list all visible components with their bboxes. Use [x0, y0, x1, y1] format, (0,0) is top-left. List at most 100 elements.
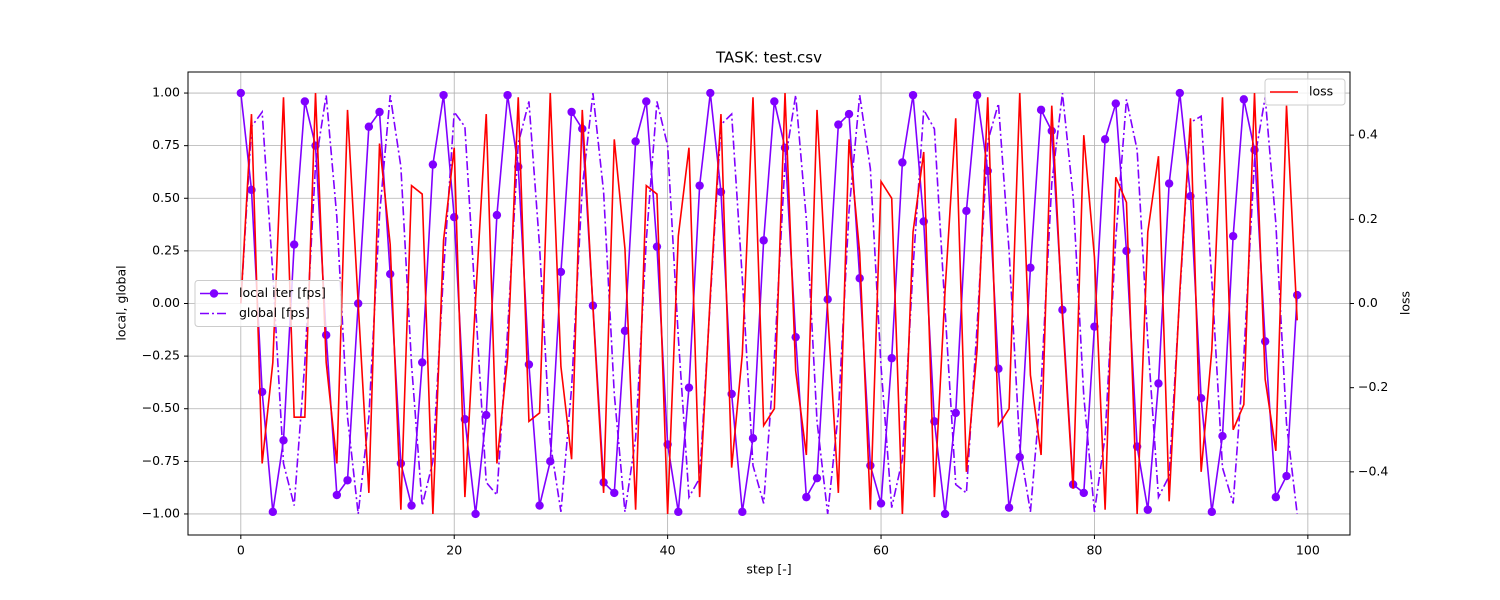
point [567, 107, 576, 117]
legend-marker [209, 289, 219, 298]
point [834, 120, 843, 129]
y2-tick-label: 0.2 [1358, 211, 1378, 226]
point [439, 90, 448, 100]
point [908, 90, 918, 100]
x-tick-label: 80 [1086, 543, 1102, 558]
legend-label: local iter [fps] [239, 285, 326, 300]
point [866, 461, 875, 470]
point [343, 476, 352, 485]
point [279, 436, 288, 445]
point [375, 107, 384, 117]
point [418, 358, 427, 367]
point [940, 509, 950, 519]
y2-axis-label: loss [1398, 291, 1413, 315]
point [407, 501, 416, 510]
y-tick-label: −0.25 [142, 348, 180, 363]
point [386, 269, 395, 279]
y-tick-label: −1.00 [142, 505, 180, 520]
x-tick-label: 100 [1296, 543, 1320, 558]
point [802, 492, 811, 502]
series-line [240, 92, 1298, 515]
point [300, 97, 310, 106]
point [289, 240, 299, 249]
y-tick-label: −0.50 [142, 400, 180, 415]
point [364, 122, 374, 131]
point [812, 473, 822, 483]
legend-label: global [fps] [239, 305, 310, 320]
point [951, 408, 960, 418]
y2-tick-label: 0.0 [1358, 295, 1378, 310]
point [972, 90, 982, 100]
point [770, 97, 779, 106]
point [535, 501, 544, 510]
point [1207, 507, 1217, 517]
x-axis-label: step [-] [746, 562, 791, 577]
point [887, 354, 896, 363]
y-tick-label: 0.25 [152, 242, 180, 257]
point [471, 509, 480, 519]
point [1218, 431, 1227, 441]
point [332, 490, 342, 500]
point [898, 158, 907, 167]
point [994, 364, 1003, 373]
y-tick-label: 0.00 [152, 295, 180, 310]
y2-tick-label: −0.2 [1358, 379, 1388, 394]
point [1164, 179, 1174, 188]
point [684, 383, 694, 392]
point [1292, 290, 1302, 300]
point [610, 488, 619, 498]
point [791, 332, 800, 342]
point [1004, 503, 1014, 512]
point [844, 109, 854, 119]
legend-label: loss [1309, 84, 1333, 99]
point [620, 326, 630, 336]
point [706, 88, 715, 98]
point [1260, 337, 1270, 346]
x-tick-label: 20 [446, 543, 462, 558]
point [503, 90, 512, 100]
point [674, 507, 683, 517]
y2-tick-label: 0.4 [1358, 127, 1378, 142]
point [1282, 471, 1291, 481]
point [1100, 135, 1110, 144]
legend: local iter [fps] global [fps] [194, 280, 342, 327]
point [1079, 488, 1088, 498]
point [236, 88, 246, 98]
y2-tick-label: −0.4 [1358, 463, 1388, 478]
point [962, 206, 971, 216]
point [642, 97, 651, 106]
point [268, 507, 278, 517]
point [1228, 231, 1238, 241]
y-axis-label: local, global [114, 265, 129, 340]
point [1036, 105, 1046, 115]
legend-box [194, 280, 342, 327]
legend-box [1264, 78, 1346, 106]
point [428, 160, 438, 169]
point [759, 236, 768, 245]
legend: loss [1264, 78, 1346, 106]
series-line [240, 93, 1298, 514]
point [524, 360, 534, 369]
point [1111, 99, 1120, 108]
point [396, 459, 406, 468]
chart-title: TASK: test.csv [715, 49, 822, 67]
x-tick-label: 0 [237, 543, 245, 558]
point [876, 499, 886, 508]
x-tick-label: 60 [873, 543, 889, 558]
y-tick-label: 0.50 [152, 190, 180, 205]
point [1122, 246, 1131, 256]
point [1026, 263, 1035, 272]
point [556, 267, 566, 277]
point [695, 181, 704, 190]
point [1271, 492, 1281, 502]
x-tick-label: 40 [660, 543, 676, 558]
point [1015, 452, 1024, 462]
plot-frame [187, 71, 1351, 536]
y-tick-label: 0.75 [152, 137, 180, 152]
point [1175, 88, 1185, 98]
point [631, 137, 640, 146]
point [321, 330, 331, 340]
point [1143, 505, 1152, 514]
point [652, 242, 662, 251]
